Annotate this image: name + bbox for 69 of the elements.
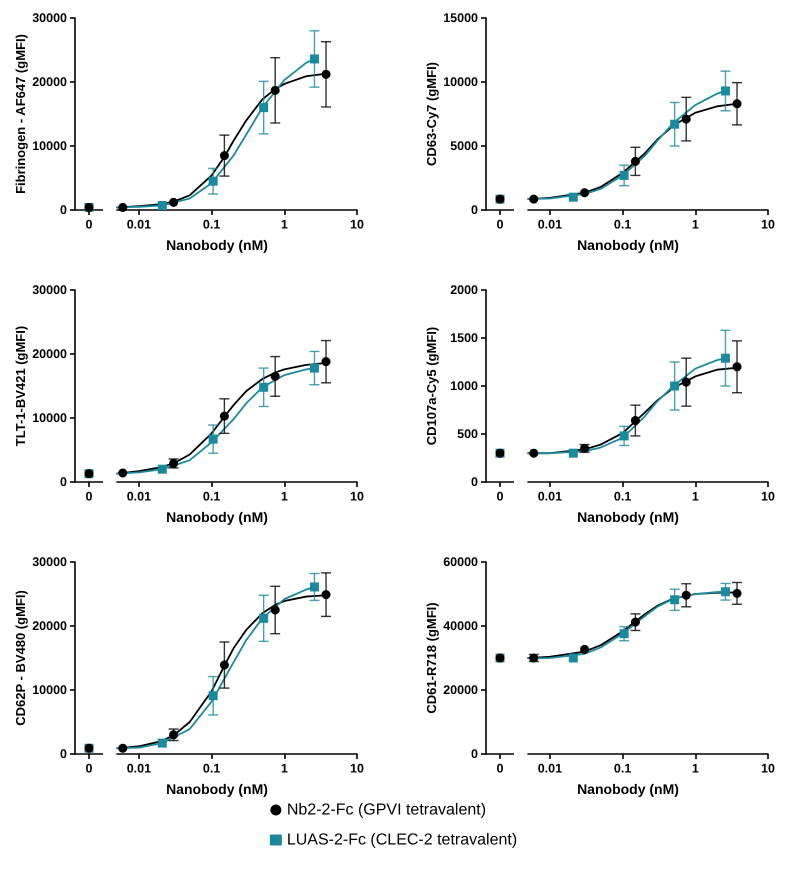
x-axis-title: Nanobody (nM) (166, 237, 268, 253)
y-axis-title: CD62P - BV480 (gMFI) (13, 590, 28, 726)
x-axis-title: Nanobody (nM) (577, 237, 679, 253)
x-axis-title: Nanobody (nM) (166, 509, 268, 525)
y-tick-label: 20000 (32, 619, 68, 633)
legend-label: Nb2-2-Fc (GPVI tetravalent) (286, 802, 486, 818)
y-tick-label: 10000 (32, 683, 68, 697)
y-tick-label: 1000 (450, 379, 478, 393)
x-tick-label: 0.01 (538, 218, 562, 232)
x-axis-title: Nanobody (nM) (577, 509, 679, 525)
y-tick-label: 10000 (32, 411, 68, 425)
x-tick-label: 0.1 (202, 218, 220, 232)
y-axis-title: TLT-1-BV421 (gMFI) (13, 326, 28, 446)
y-tick-label: 2000 (450, 283, 478, 297)
x-tick-label: 0 (86, 490, 93, 504)
y-tick-label: 30000 (32, 555, 68, 569)
y-axis-title: CD107a-Cy5 (gMFI) (424, 326, 439, 446)
y-tick-label: 30000 (32, 283, 68, 297)
y-tick-label: 0 (60, 747, 68, 761)
x-tick-label: 10 (761, 490, 775, 504)
x-tick-label: 10 (350, 762, 364, 776)
x-tick-label: 1 (280, 490, 288, 504)
y-tick-label: 0 (60, 203, 68, 217)
x-tick-label: 1 (280, 762, 288, 776)
y-tick-label: 30000 (32, 11, 68, 25)
y-axis-title: CD63-Cy7 (gMFI) (424, 62, 439, 166)
y-tick-label: 500 (457, 427, 478, 441)
x-tick-label: 0.01 (538, 490, 562, 504)
legend-label: LUAS-2-Fc (CLEC-2 tetravalent) (286, 832, 518, 848)
y-axis-title: CD61-R718 (gMFI) (424, 602, 439, 714)
x-tick-label: 0 (86, 218, 93, 232)
x-tick-label: 0.1 (614, 762, 632, 776)
x-tick-label: 0.01 (126, 762, 152, 776)
x-tick-label: 10 (350, 218, 364, 232)
y-tick-label: 0 (471, 475, 478, 489)
x-tick-label: 10 (350, 490, 364, 504)
x-tick-label: 1 (280, 218, 288, 232)
y-tick-label: 1500 (450, 331, 478, 345)
x-axis-title: Nanobody (nM) (166, 781, 268, 797)
y-tick-label: 0 (471, 747, 478, 761)
x-tick-label: 0.01 (126, 218, 152, 232)
x-tick-label: 0.1 (202, 490, 220, 504)
x-tick-label: 0.1 (614, 490, 632, 504)
y-tick-label: 0 (471, 203, 478, 217)
x-tick-label: 0 (496, 490, 504, 504)
x-tick-label: 0.01 (126, 490, 152, 504)
y-tick-label: 60000 (443, 555, 478, 569)
x-tick-label: 0 (496, 218, 504, 232)
y-tick-label: 5000 (450, 139, 478, 153)
x-tick-label: 1 (692, 218, 699, 232)
y-tick-label: 0 (60, 475, 68, 489)
y-tick-label: 20000 (32, 347, 68, 361)
y-tick-label: 10000 (443, 75, 478, 89)
y-tick-label: 10000 (32, 139, 68, 153)
y-axis-title: Fibrinogen - AF647 (gMFI) (13, 34, 28, 194)
x-axis-title: Nanobody (nM) (577, 781, 679, 797)
y-tick-label: 20000 (32, 75, 68, 89)
x-tick-label: 10 (761, 762, 775, 776)
x-tick-label: 0 (496, 762, 504, 776)
y-tick-label: 15000 (443, 11, 478, 25)
x-tick-label: 10 (761, 218, 775, 232)
y-tick-label: 40000 (443, 619, 478, 633)
x-tick-label: 0.01 (538, 762, 562, 776)
x-tick-label: 0.1 (202, 762, 220, 776)
x-tick-label: 0 (86, 762, 93, 776)
x-tick-label: 1 (692, 762, 699, 776)
x-tick-label: 1 (692, 490, 699, 504)
y-tick-label: 20000 (443, 683, 478, 697)
x-tick-label: 0.1 (614, 218, 632, 232)
